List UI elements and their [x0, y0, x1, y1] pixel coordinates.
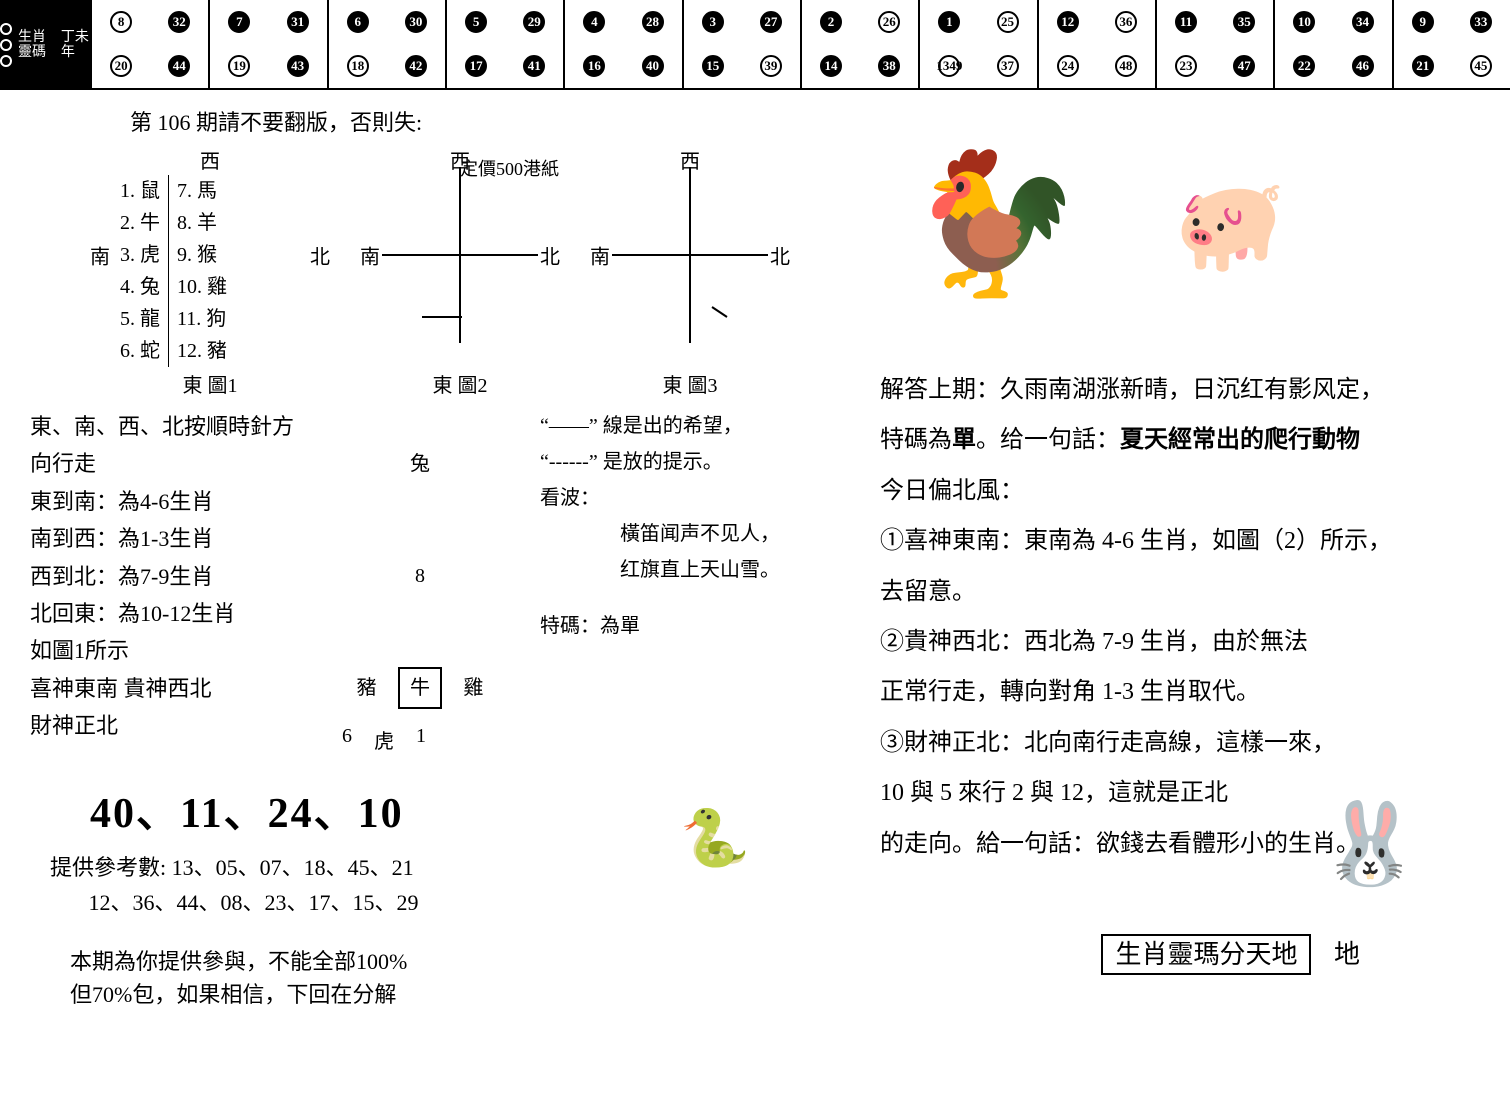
zodiac-cell: 6301842	[327, 0, 445, 88]
disclaimer-1: 本期為你提供參與，不能全部100%	[70, 945, 850, 978]
zodiac-cell: 8322044	[90, 0, 208, 88]
logo-line1: 生肖靈碼	[18, 30, 57, 61]
special-code: 特碼：為單	[540, 608, 850, 644]
center-grid: 兔 8 豬 牛 雞	[340, 408, 500, 745]
logo-line2: 丁未年	[61, 30, 90, 61]
zodiac-cell: 9332145	[1392, 0, 1510, 88]
zodiac-cell: 5291741	[445, 0, 563, 88]
center-zodiac: 牛	[398, 667, 442, 709]
footer-title: 生肖靈瑪分天地 地	[1101, 934, 1360, 971]
right-column: 🐓 🐖 解答上期：久雨南湖涨新晴，日沉红有影风定， 特碼為單。给一句話：夏天經常…	[850, 105, 1480, 1011]
diagram-2-label: 東 圖2	[433, 369, 488, 398]
reference-numbers-1: 13、05、07、18、45、21	[172, 855, 414, 880]
diagram-3: 西 北 南	[590, 145, 790, 365]
zodiac-cell: 125134937	[918, 0, 1036, 88]
rabbit-icon: 🐰	[1320, 797, 1420, 891]
zodiac-cell: 4281640	[563, 0, 681, 88]
banner-logo: 生肖靈碼 丁未年	[0, 0, 90, 90]
top-banner: 生肖靈碼 丁未年 8322044731194363018425291741428…	[0, 0, 1510, 90]
reference-label: 提供參考數:	[50, 855, 166, 880]
diagram-1-label: 東 圖1	[183, 369, 238, 398]
zodiac-cell: 12362448	[1037, 0, 1155, 88]
zodiac-cell: 3271539	[682, 0, 800, 88]
disclaimer-2: 但70%包，如果相信，下回在分解	[70, 978, 850, 1011]
reference-numbers-2: 12、36、44、08、23、17、15、29	[89, 890, 419, 915]
zodiac-cell: 11352347	[1155, 0, 1273, 88]
zodiac-cell: 10342246	[1273, 0, 1391, 88]
diagram-3-label: 東 圖3	[663, 369, 718, 398]
snake-icon: 🐍	[680, 805, 750, 871]
zodiac-cell: 2261438	[800, 0, 918, 88]
issue-title: 第 106 期請不要翻版，否則失:	[130, 105, 850, 137]
zodiac-number-cells: 8322044731194363018425291741428164032715…	[90, 0, 1510, 88]
left-column: 第 106 期請不要翻版，否則失: 定價500港紙 西 北 南 1. 鼠2. 牛…	[30, 105, 850, 1011]
rooster-icon: 🐓	[880, 125, 1110, 325]
diagram-1: 西 北 南 1. 鼠2. 牛3. 虎4. 兔5. 龍6. 蛇 7. 馬8. 羊9…	[90, 145, 330, 365]
zodiac-cell: 7311943	[208, 0, 326, 88]
zodiac-list: 1. 鼠2. 牛3. 虎4. 兔5. 龍6. 蛇 7. 馬8. 羊9. 猴10.…	[120, 175, 227, 367]
pig-scale-icon: 🐖	[1140, 135, 1320, 315]
diagram-2: 西 北 南	[360, 145, 560, 365]
analysis-text: 解答上期：久雨南湖涨新晴，日沉红有影风定， 特碼為單。给一句話：夏天經常出的爬行…	[880, 365, 1480, 869]
rules-block: 東、南、西、北按順時針方向行走東到南：為4-6生肖南到西：為1-3生肖西到北：為…	[30, 408, 850, 745]
